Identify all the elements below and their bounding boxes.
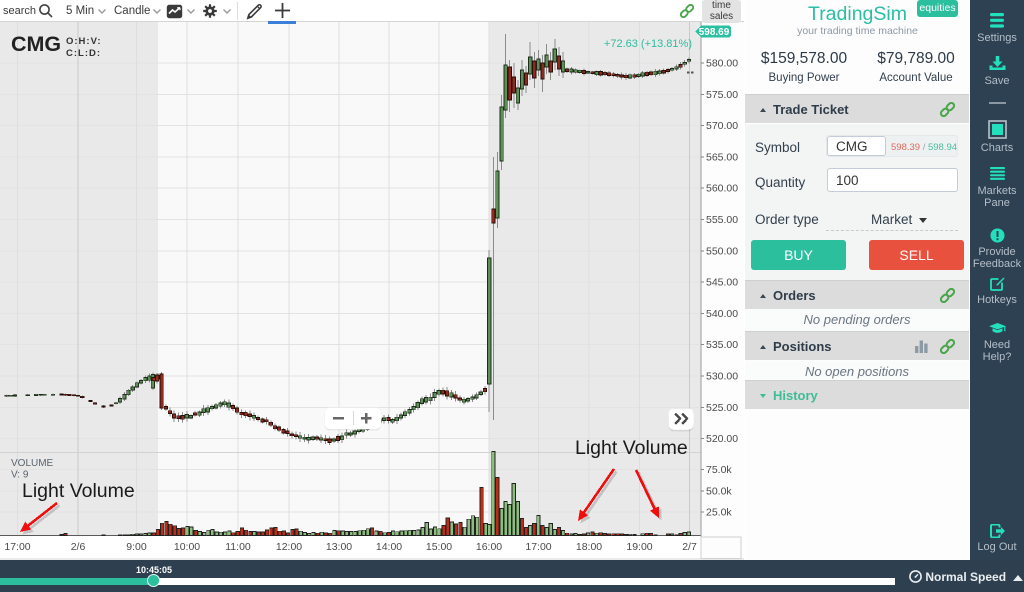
svg-text:560.00: 560.00 bbox=[706, 183, 738, 195]
svg-text:O:H:V:: O:H:V: bbox=[66, 36, 102, 47]
svg-text:17:00: 17:00 bbox=[525, 541, 551, 553]
svg-text:17:00: 17:00 bbox=[4, 541, 30, 553]
svg-text:565.00: 565.00 bbox=[706, 151, 738, 163]
svg-text:13:00: 13:00 bbox=[326, 541, 352, 553]
svg-text:19:00: 19:00 bbox=[626, 541, 652, 553]
svg-text:9:00: 9:00 bbox=[126, 541, 147, 553]
svg-text:25.0k: 25.0k bbox=[706, 506, 732, 518]
svg-text:10:00: 10:00 bbox=[174, 541, 200, 553]
svg-text:540.00: 540.00 bbox=[706, 308, 738, 320]
svg-text:598.69: 598.69 bbox=[699, 27, 730, 38]
svg-text:+72.63 (+13.81%): +72.63 (+13.81%) bbox=[604, 38, 692, 50]
svg-text:535.00: 535.00 bbox=[706, 339, 738, 351]
svg-text:V: 9: V: 9 bbox=[11, 470, 29, 481]
svg-text:VOLUME: VOLUME bbox=[11, 458, 54, 469]
svg-text:570.00: 570.00 bbox=[706, 120, 738, 132]
svg-text:C:L:D:: C:L:D: bbox=[66, 48, 101, 59]
svg-text:15:00: 15:00 bbox=[426, 541, 452, 553]
svg-text:520.00: 520.00 bbox=[706, 433, 738, 445]
svg-text:580.00: 580.00 bbox=[706, 58, 738, 70]
svg-text:530.00: 530.00 bbox=[706, 371, 738, 383]
svg-text:11:00: 11:00 bbox=[225, 541, 251, 553]
svg-text:12:00: 12:00 bbox=[276, 541, 302, 553]
svg-text:545.00: 545.00 bbox=[706, 277, 738, 289]
svg-text:Light Volume: Light Volume bbox=[575, 437, 688, 459]
svg-text:525.00: 525.00 bbox=[706, 402, 738, 414]
svg-text:50.0k: 50.0k bbox=[706, 485, 732, 497]
svg-text:575.00: 575.00 bbox=[706, 89, 738, 101]
svg-text:16:00: 16:00 bbox=[476, 541, 502, 553]
svg-text:2/6: 2/6 bbox=[71, 541, 86, 553]
svg-text:2/7: 2/7 bbox=[682, 541, 697, 553]
svg-text:Light Volume: Light Volume bbox=[22, 480, 135, 502]
svg-text:75.0k: 75.0k bbox=[706, 464, 732, 476]
svg-text:555.00: 555.00 bbox=[706, 214, 738, 226]
svg-text:14:00: 14:00 bbox=[376, 541, 402, 553]
svg-text:18:00: 18:00 bbox=[576, 541, 602, 553]
svg-text:CMG: CMG bbox=[11, 32, 61, 56]
svg-text:550.00: 550.00 bbox=[706, 245, 738, 257]
